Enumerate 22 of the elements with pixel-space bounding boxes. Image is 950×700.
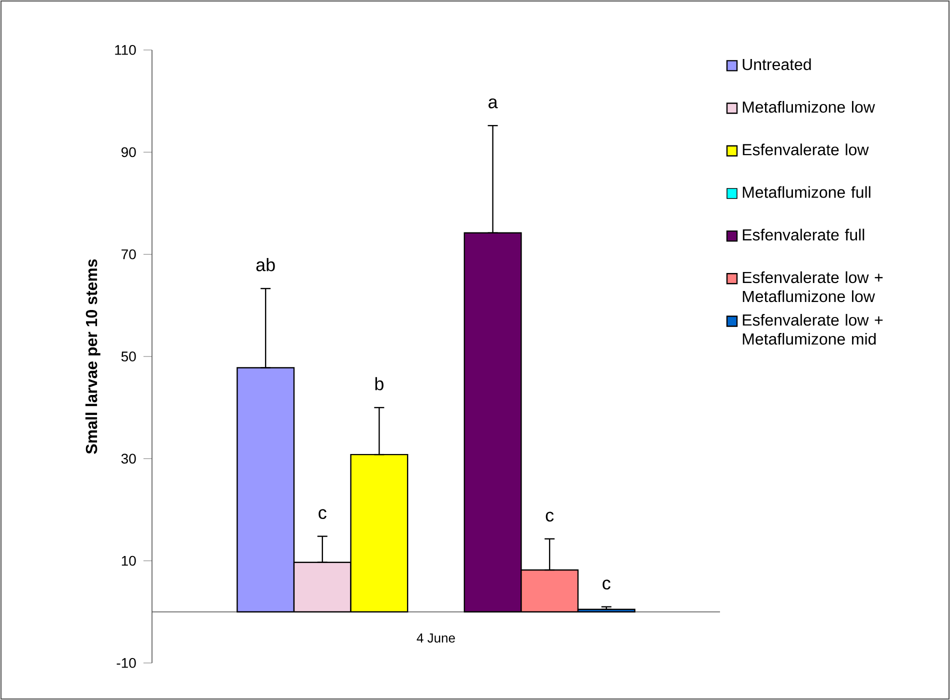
- y-tick-label: 70: [122, 249, 136, 260]
- legend-label: Esfenvalerate low + Metaflumizone mid: [742, 314, 883, 345]
- legend-label: Metaflumizone full: [742, 186, 870, 198]
- y-tick-label: 90: [121, 147, 136, 158]
- legend-label: Untreated: [742, 58, 811, 70]
- y-tick-label: 110: [115, 45, 136, 55]
- y-tick-label: 10: [122, 556, 136, 566]
- annotation: c: [602, 580, 610, 590]
- annotation: ab: [256, 258, 275, 272]
- legend-label: Esfenvalerate low: [742, 144, 869, 156]
- annotation: c: [318, 509, 326, 520]
- legend-label: Esfenvalerate low + Metaflumizone low: [742, 271, 883, 302]
- y-tick-label: -10: [116, 658, 136, 668]
- x-tick-label: 4 June: [416, 634, 455, 643]
- y-axis-title: Small larvae per 10 stems: [85, 259, 100, 454]
- annotation: c: [546, 512, 554, 522]
- legend-label: Metaflumizone low: [742, 100, 876, 113]
- annotation: a: [488, 98, 498, 108]
- y-tick-label: 30: [121, 454, 136, 464]
- y-tick-label: 50: [121, 352, 136, 362]
- annotation: b: [375, 377, 384, 390]
- legend-label: Esfenvalerate full: [742, 228, 864, 241]
